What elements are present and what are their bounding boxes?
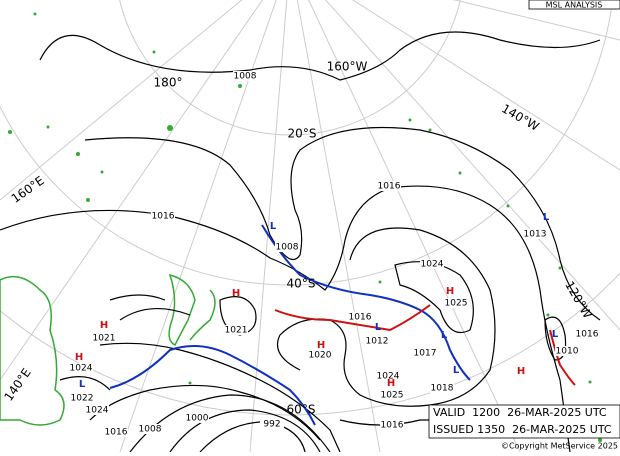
fronts bbox=[109, 224, 576, 426]
isobar-label: 1018 bbox=[431, 384, 454, 394]
isobar-label: 1010 bbox=[556, 347, 579, 357]
pressure-centre: H bbox=[517, 366, 525, 377]
isobar-label: 1016 bbox=[349, 313, 372, 323]
label-bg bbox=[430, 383, 454, 393]
pressure-centre: L bbox=[441, 330, 448, 341]
isobar-label: 1021 bbox=[225, 326, 248, 336]
label-bg bbox=[69, 363, 93, 373]
pressure-centre: L bbox=[552, 329, 559, 340]
label-bg bbox=[70, 393, 94, 403]
copyright: ©Copyright MetService 2025 bbox=[501, 442, 618, 451]
label-bg bbox=[85, 405, 109, 415]
isobar-label: 1016 bbox=[152, 212, 175, 222]
pressure-centre: L bbox=[453, 365, 460, 376]
label-bg bbox=[380, 390, 404, 400]
graticule-label: 20°S bbox=[288, 127, 317, 141]
info-box bbox=[428, 404, 620, 439]
isobar-label: 1016 bbox=[105, 428, 128, 438]
label-bg bbox=[104, 427, 128, 437]
isobar-label: 1024 bbox=[70, 364, 93, 374]
isobar-label: 1008 bbox=[139, 425, 162, 435]
isobar-label: 1008 bbox=[276, 243, 299, 253]
isobar-label: 1022 bbox=[71, 394, 94, 404]
isobar-label: 1017 bbox=[414, 349, 437, 359]
label-bg bbox=[348, 312, 372, 322]
label-bg bbox=[275, 242, 299, 252]
pressure-centre: L bbox=[375, 322, 382, 333]
label-bg bbox=[523, 229, 547, 239]
pressure-centre: L bbox=[270, 221, 277, 232]
label-bg bbox=[420, 259, 444, 269]
label-bg bbox=[233, 71, 257, 81]
label-bg bbox=[308, 350, 332, 360]
label-bg bbox=[138, 424, 162, 434]
isobar-label: 992 bbox=[263, 420, 280, 430]
pressure-centre: H bbox=[75, 352, 83, 363]
isobar-label: 1024 bbox=[86, 406, 109, 416]
label-bg bbox=[92, 333, 116, 343]
label-bg bbox=[151, 211, 175, 221]
graticule-label: 60°S bbox=[287, 403, 316, 417]
label-bg bbox=[185, 413, 209, 423]
isobar-label: 1021 bbox=[93, 334, 116, 344]
graticule-label: 180° bbox=[154, 76, 183, 90]
graticule-label: 40°S bbox=[287, 277, 316, 291]
label-bg bbox=[260, 419, 284, 429]
map-title: MSL ANALYSIS bbox=[546, 1, 603, 10]
isobar-label: 1020 bbox=[309, 351, 332, 361]
isobar-label: 1000 bbox=[186, 414, 209, 424]
isobar-label: 1013 bbox=[524, 230, 547, 240]
isobar-label: 1016 bbox=[381, 421, 404, 431]
isobar-label: 1025 bbox=[381, 391, 404, 401]
isobar-label: 1008 bbox=[234, 72, 257, 82]
label-bg bbox=[377, 181, 401, 191]
isobar-label: 1012 bbox=[366, 337, 389, 347]
label-bg bbox=[413, 348, 437, 358]
coastline bbox=[0, 273, 216, 426]
pressure-centre: H bbox=[446, 286, 454, 297]
pressure-centre: H bbox=[232, 288, 240, 299]
issued-time: ISSUED 1350 26-MAR-2025 UTC bbox=[433, 423, 612, 436]
label-bg bbox=[365, 336, 389, 346]
islands bbox=[8, 12, 602, 442]
label-bg bbox=[376, 371, 400, 381]
label-bg bbox=[555, 346, 579, 356]
pressure-centre: H bbox=[100, 320, 108, 331]
isobar-label: 1016 bbox=[378, 182, 401, 192]
pressure-centre: L bbox=[79, 379, 86, 390]
valid-time: VALID 1200 26-MAR-2025 UTC bbox=[433, 406, 607, 419]
isobar-label: 1024 bbox=[421, 260, 444, 270]
label-bg bbox=[444, 298, 468, 308]
title-box bbox=[528, 0, 620, 10]
isobar-label: 1016 bbox=[576, 330, 599, 340]
pressure-centre: L bbox=[543, 212, 550, 223]
graticule-label: 160°W bbox=[327, 60, 368, 74]
isobar-label: 1025 bbox=[445, 299, 468, 309]
pressure-centre: H bbox=[387, 378, 395, 389]
label-bg bbox=[380, 420, 404, 430]
label-bg bbox=[224, 325, 248, 335]
pressure-centre: H bbox=[317, 340, 325, 351]
label-bg bbox=[575, 329, 599, 339]
isobar-label: 1024 bbox=[377, 372, 400, 382]
